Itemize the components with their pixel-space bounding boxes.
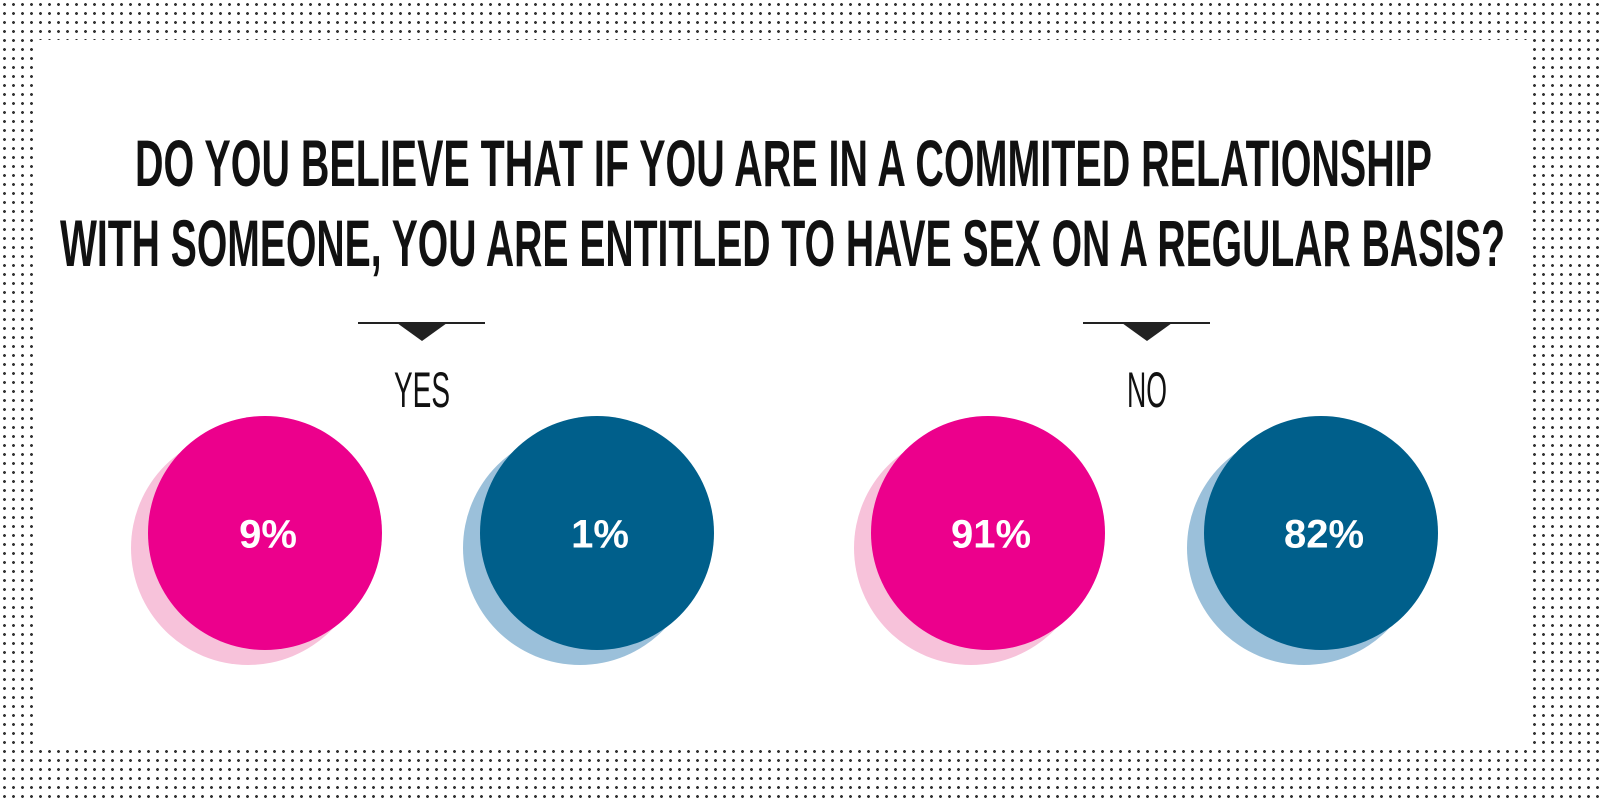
bubble bbox=[1204, 416, 1438, 650]
bubble bbox=[148, 416, 382, 650]
pointer bbox=[397, 323, 447, 341]
value-label: 91% bbox=[951, 513, 1031, 557]
title-line: DO YOU BELIEVE THAT IF YOU ARE IN A COMM… bbox=[135, 126, 1432, 200]
bubble bbox=[480, 416, 714, 650]
title-line: WITH SOMEONE, YOU ARE ENTITLED TO HAVE S… bbox=[60, 206, 1505, 280]
pointer bbox=[1122, 323, 1172, 341]
value-label: 1% bbox=[571, 513, 629, 557]
group-label: NO bbox=[1127, 362, 1167, 418]
group-label: YES bbox=[394, 362, 450, 418]
bubble bbox=[871, 416, 1105, 650]
value-label: 9% bbox=[239, 513, 297, 557]
value-label: 82% bbox=[1284, 513, 1364, 557]
